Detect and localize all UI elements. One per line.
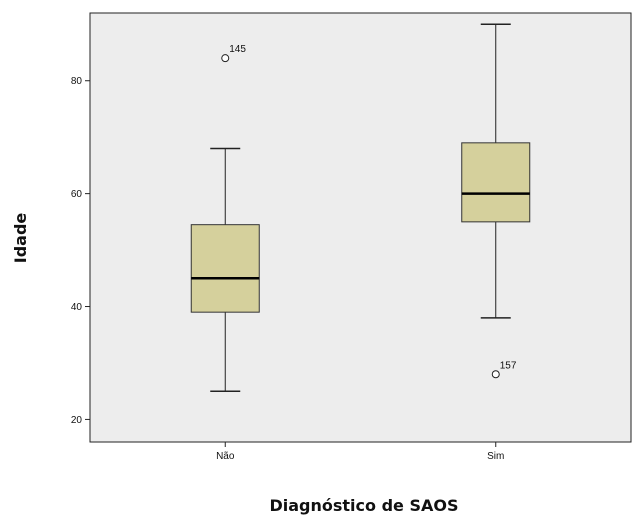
y-axis: 20 40 60 80 <box>71 76 90 426</box>
box-group: 157 <box>461 23 531 379</box>
boxes: 145 157 <box>190 23 531 392</box>
outlier-point <box>491 370 500 379</box>
x-tick-label: Não <box>216 451 235 462</box>
y-tick-label: 60 <box>71 189 83 200</box>
x-tick-label: Sim <box>487 451 504 462</box>
x-axis: Não Sim <box>216 442 504 462</box>
iqr-box <box>190 224 260 313</box>
box-group: 145 <box>190 44 260 392</box>
y-tick-label: 20 <box>71 415 83 426</box>
y-tick-label: 40 <box>71 302 83 313</box>
outlier-label: 145 <box>229 44 246 55</box>
outlier-point <box>221 54 230 63</box>
outlier-label: 157 <box>500 360 517 371</box>
y-tick-label: 80 <box>71 76 83 87</box>
plot-area <box>89 12 632 443</box>
iqr-box <box>461 142 531 223</box>
x-axis-title: Diagnóstico de SAOS <box>269 496 458 515</box>
y-axis-title: Idade <box>11 213 30 264</box>
